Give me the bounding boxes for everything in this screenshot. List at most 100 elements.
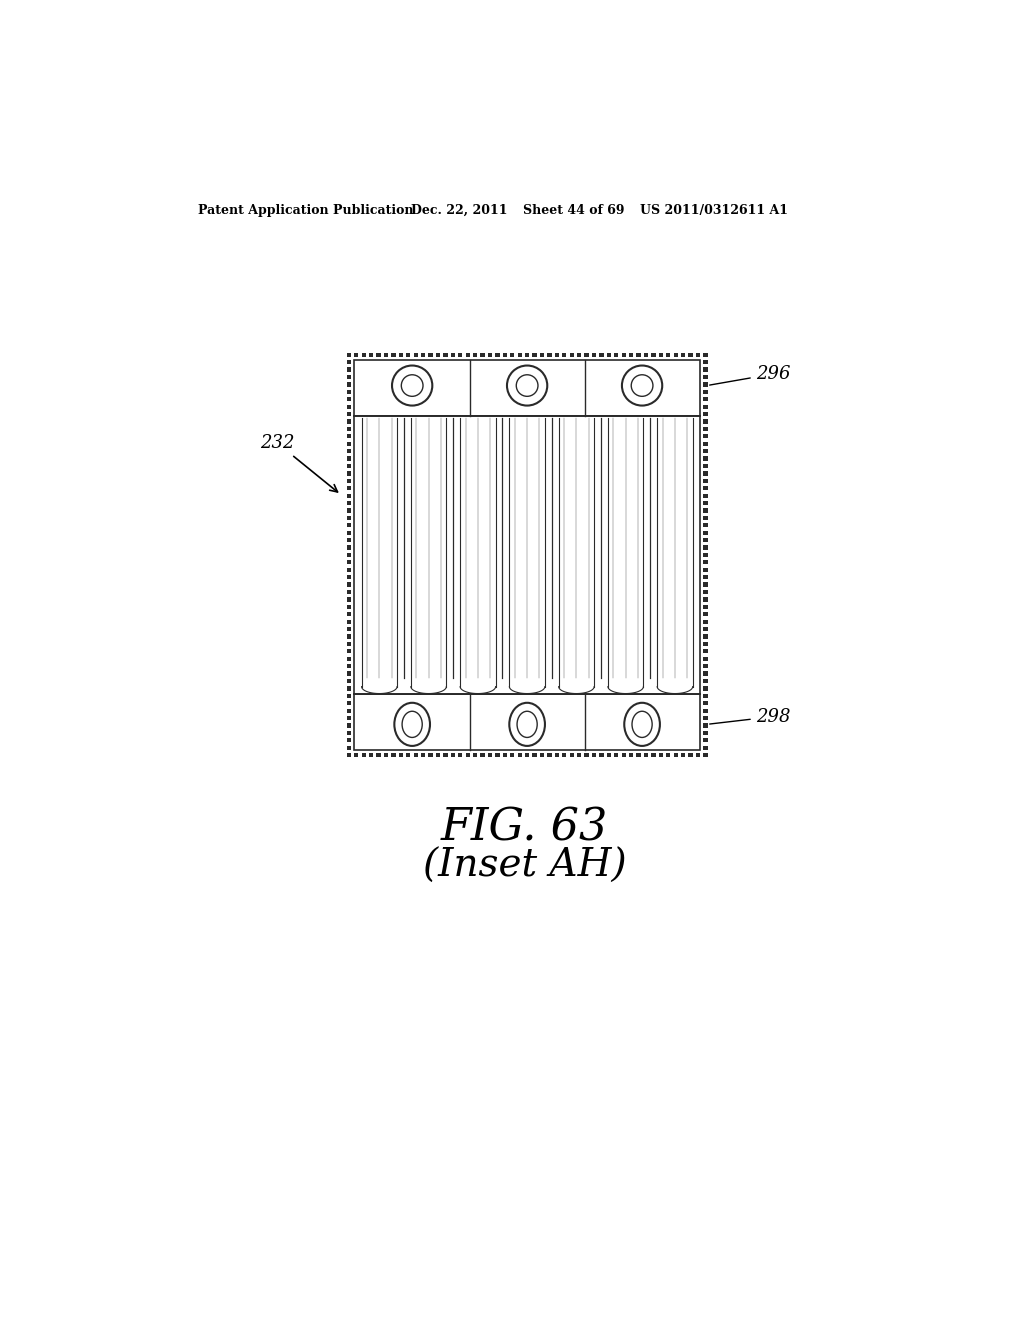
Bar	[347, 723, 351, 727]
Bar	[347, 449, 351, 453]
Bar	[703, 642, 708, 645]
Bar	[703, 619, 708, 624]
Bar	[651, 352, 655, 356]
Bar	[606, 352, 611, 356]
Bar	[347, 531, 351, 535]
Bar	[703, 560, 708, 565]
Bar	[347, 352, 351, 356]
Bar	[703, 449, 708, 453]
Bar	[636, 752, 641, 758]
Bar	[414, 352, 418, 356]
Bar	[585, 352, 589, 356]
Bar	[347, 678, 351, 684]
Bar	[525, 352, 529, 356]
Bar	[703, 508, 708, 512]
Text: Sheet 44 of 69: Sheet 44 of 69	[523, 205, 625, 218]
Bar	[703, 426, 708, 432]
Text: Dec. 22, 2011: Dec. 22, 2011	[411, 205, 507, 218]
Bar	[361, 352, 366, 356]
Bar	[525, 752, 529, 758]
Bar	[585, 752, 589, 758]
Bar	[688, 752, 692, 758]
Bar	[562, 752, 566, 758]
Bar	[703, 686, 708, 690]
Bar	[703, 731, 708, 735]
Bar	[398, 752, 403, 758]
Bar	[361, 752, 366, 758]
Bar	[540, 752, 544, 758]
Bar	[703, 352, 708, 356]
Bar	[703, 383, 708, 387]
Bar	[703, 701, 708, 705]
Bar	[703, 664, 708, 668]
Bar	[347, 642, 351, 645]
Bar	[703, 397, 708, 401]
Bar	[347, 500, 351, 506]
Ellipse shape	[394, 702, 430, 746]
Bar	[443, 752, 447, 758]
Bar	[458, 752, 463, 758]
Bar	[681, 352, 685, 356]
Bar	[347, 701, 351, 705]
Bar	[347, 486, 351, 490]
Bar	[703, 531, 708, 535]
Bar	[347, 404, 351, 409]
Bar	[599, 752, 603, 758]
Bar	[703, 694, 708, 698]
Bar	[347, 523, 351, 528]
Bar	[592, 352, 596, 356]
Bar	[517, 352, 522, 356]
Bar	[347, 635, 351, 639]
Bar	[577, 352, 582, 356]
Bar	[562, 352, 566, 356]
Bar	[696, 752, 700, 758]
Bar	[347, 664, 351, 668]
Bar	[510, 352, 514, 356]
Bar	[369, 352, 374, 356]
Bar	[703, 412, 708, 416]
Text: 232: 232	[260, 434, 338, 492]
Bar	[407, 752, 411, 758]
Bar	[407, 352, 411, 356]
Bar	[347, 479, 351, 483]
Bar	[622, 752, 626, 758]
Bar	[398, 352, 403, 356]
Bar	[347, 539, 351, 543]
Bar	[703, 486, 708, 490]
Bar	[703, 523, 708, 528]
Bar	[658, 352, 663, 356]
Bar	[487, 352, 493, 356]
Bar	[614, 352, 618, 356]
Bar	[354, 416, 700, 693]
Circle shape	[516, 375, 538, 396]
Bar	[347, 612, 351, 616]
Bar	[347, 420, 351, 424]
Bar	[443, 352, 447, 356]
Bar	[384, 752, 388, 758]
Bar	[703, 738, 708, 742]
Text: 298: 298	[710, 708, 791, 726]
Bar	[703, 709, 708, 713]
Bar	[369, 752, 374, 758]
Bar	[347, 471, 351, 475]
Bar	[703, 404, 708, 409]
Bar	[347, 389, 351, 393]
Circle shape	[401, 375, 423, 396]
Bar	[703, 375, 708, 379]
Bar	[703, 672, 708, 676]
Bar	[466, 752, 470, 758]
Bar	[487, 752, 493, 758]
Bar	[347, 412, 351, 416]
Bar	[703, 389, 708, 393]
Circle shape	[392, 366, 432, 405]
Bar	[503, 352, 507, 356]
Bar	[347, 463, 351, 469]
Bar	[347, 383, 351, 387]
Bar	[473, 352, 477, 356]
Bar	[636, 352, 641, 356]
Ellipse shape	[632, 711, 652, 738]
Bar	[555, 352, 559, 356]
Bar	[421, 752, 425, 758]
Bar	[347, 508, 351, 512]
Bar	[629, 352, 633, 356]
